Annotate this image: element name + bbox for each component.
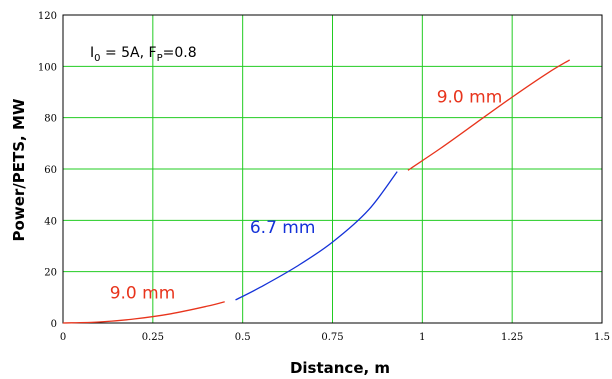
annotation-text: = 5A, F — [101, 45, 157, 61]
y-tick-label: 120 — [38, 11, 57, 22]
x-tick-label: 0.5 — [235, 332, 251, 343]
series-label: 6.7 mm — [250, 218, 316, 238]
annotation-text: I — [90, 45, 94, 61]
current-annotation: I0 = 5A, FP=0.8 — [90, 45, 197, 64]
y-tick-labels: 0 20 40 60 80 100 120 — [38, 11, 57, 330]
y-tick-label: 60 — [44, 165, 57, 176]
annotation-subscript: P — [157, 53, 163, 64]
x-tick-label: 0.25 — [142, 332, 164, 343]
annotation-text: =0.8 — [163, 45, 197, 61]
y-tick-label: 0 — [51, 319, 57, 330]
y-tick-label: 20 — [44, 268, 57, 279]
series-label: 9.0 mm — [110, 284, 176, 304]
x-tick-label: 0 — [60, 332, 66, 343]
x-tick-label: 1.25 — [501, 332, 523, 343]
y-axis-label: Power/PETS, MW — [10, 98, 28, 241]
annotation-subscript: 0 — [94, 53, 100, 64]
x-tick-label: 1.5 — [594, 332, 610, 343]
series-label: 9.0 mm — [437, 87, 503, 107]
y-tick-label: 100 — [38, 62, 57, 73]
x-tick-label: 1 — [419, 332, 425, 343]
x-axis-label: Distance, m — [290, 359, 390, 377]
x-tick-label: 0.75 — [321, 332, 343, 343]
x-tick-labels: 0 0.25 0.5 0.75 1 1.25 1.5 — [60, 332, 610, 343]
series-line — [62, 301, 225, 324]
series-line — [235, 171, 398, 301]
series-lines — [62, 59, 571, 324]
series-line — [407, 59, 571, 171]
series-labels: 9.0 mm 6.7 mm 9.0 mm — [110, 87, 503, 303]
y-tick-label: 40 — [44, 216, 57, 227]
plot-frame — [62, 14, 603, 324]
y-tick-label: 80 — [44, 114, 57, 125]
